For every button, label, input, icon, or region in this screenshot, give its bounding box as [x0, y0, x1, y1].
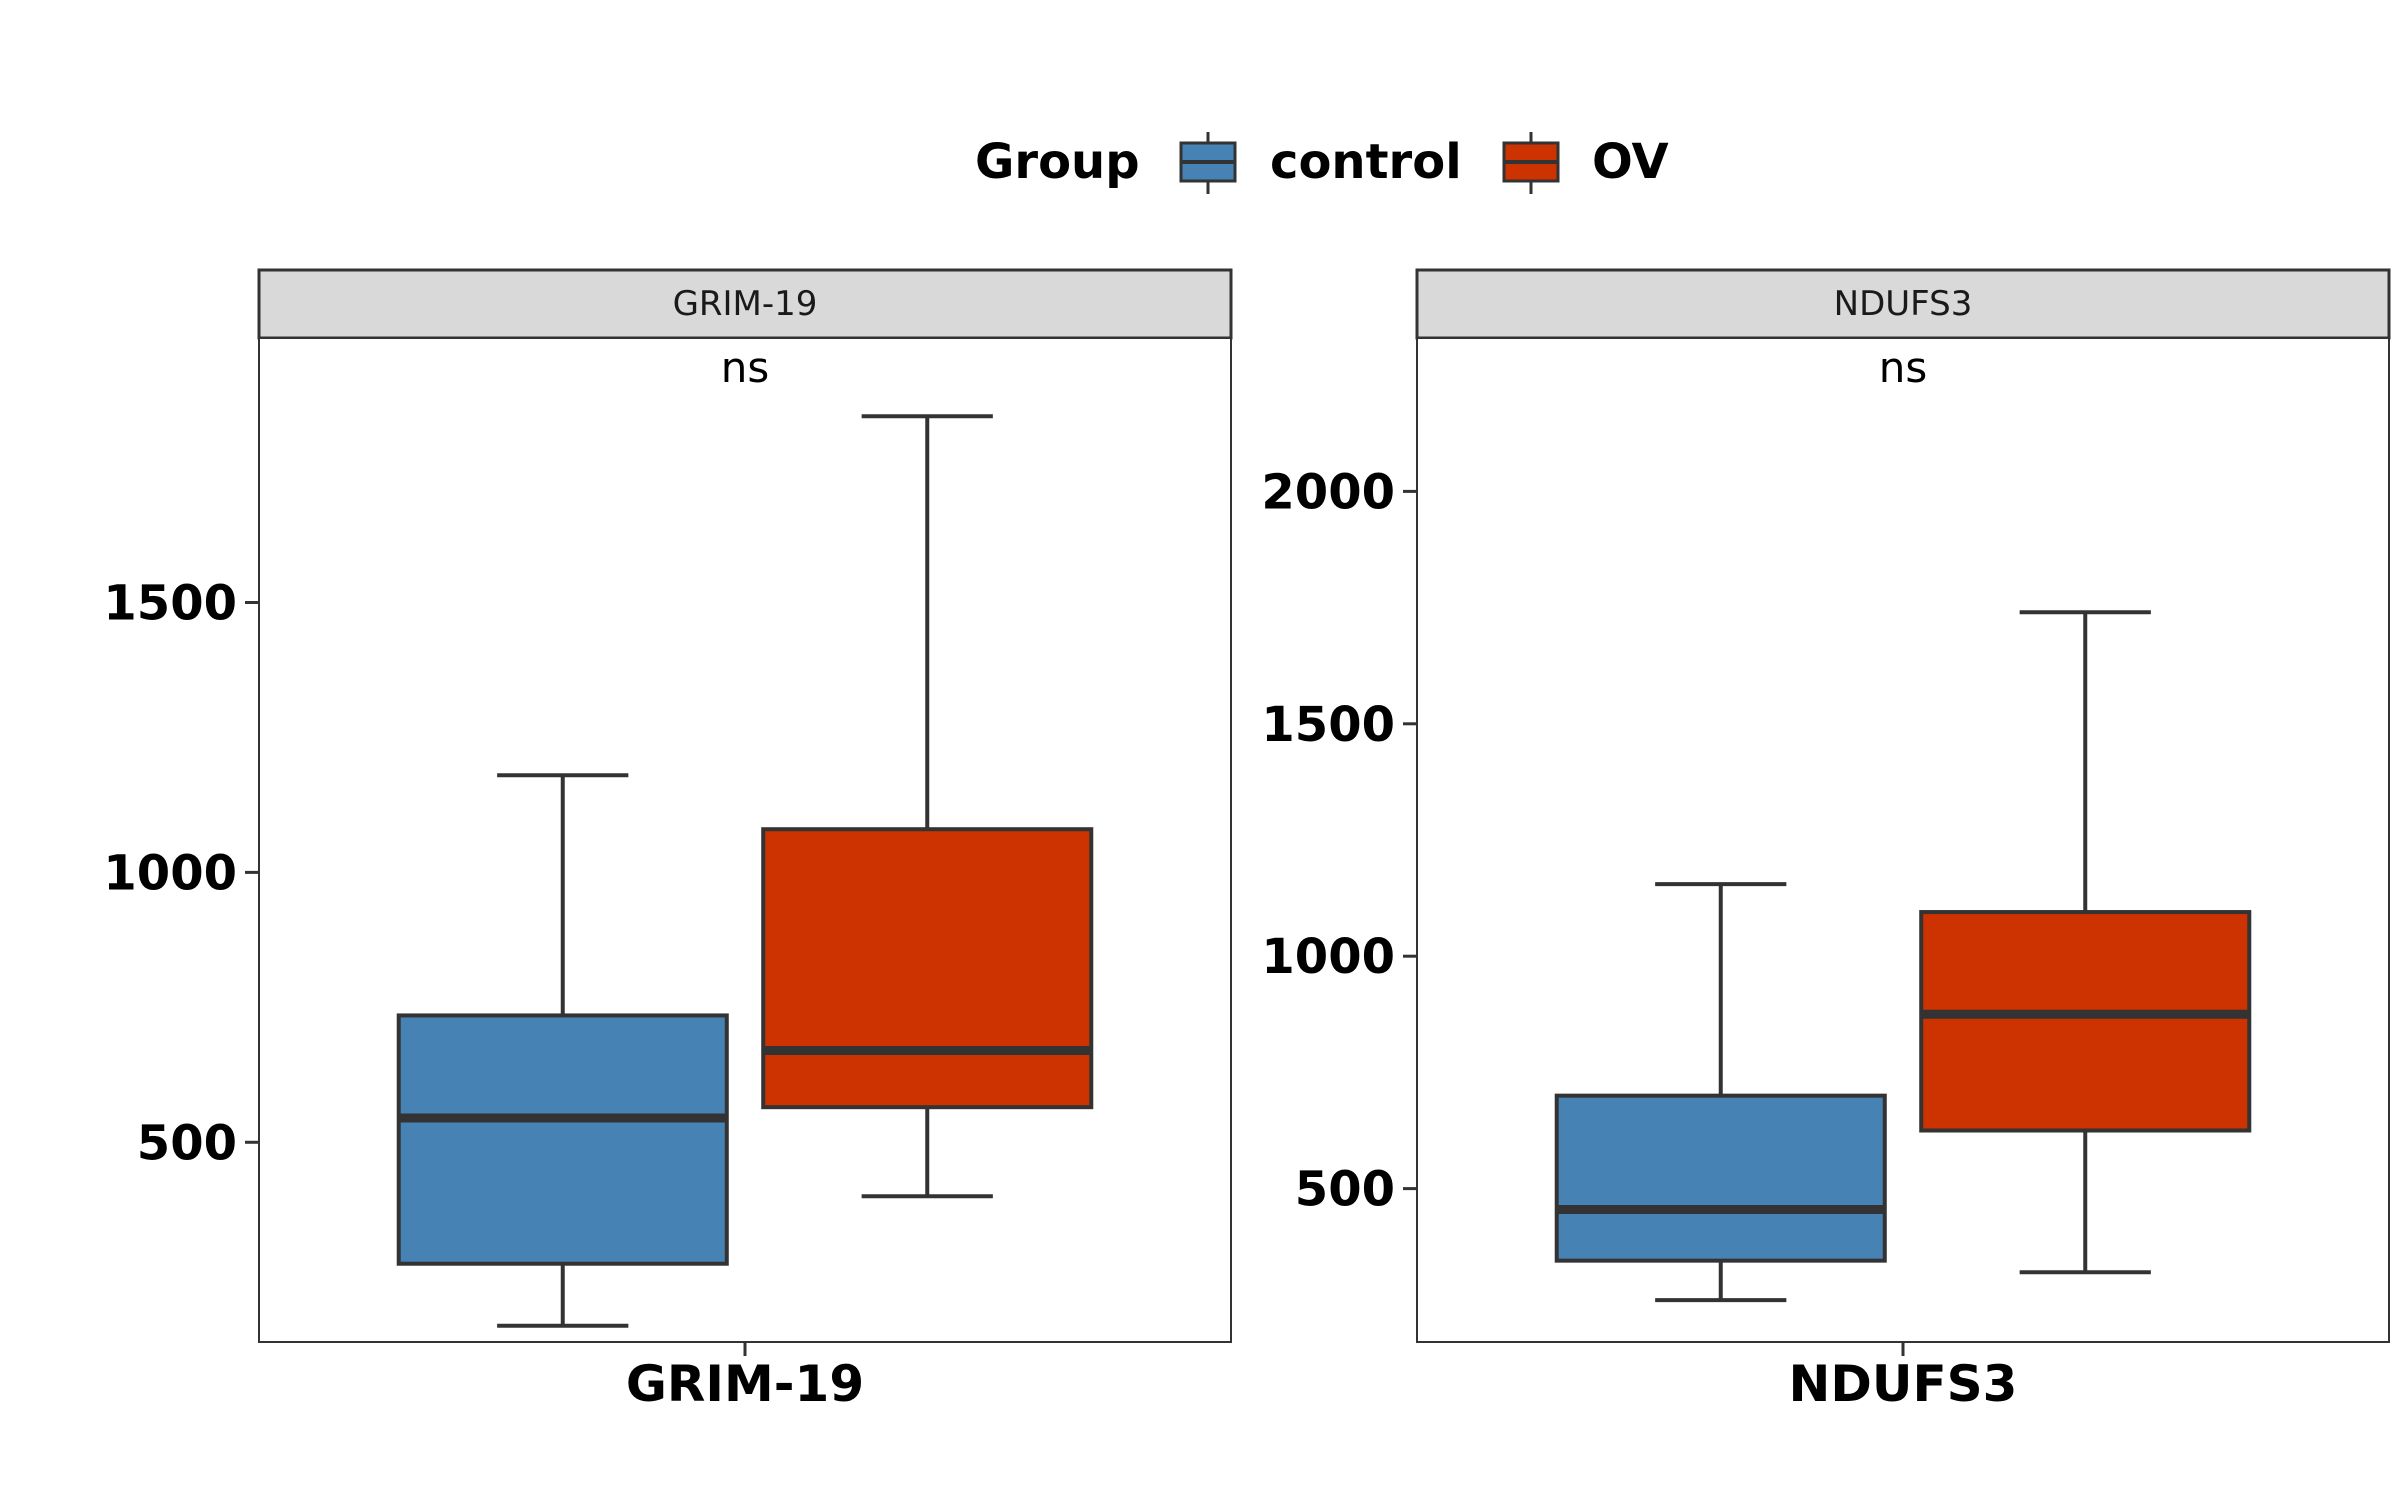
- legend-label-ov: OV: [1592, 134, 1669, 190]
- y-axis-tick-label: 2000: [1261, 464, 1395, 520]
- significance-annotation: ns: [721, 343, 770, 392]
- facet-panel-ndufs3: NDUFS3 ns 500 1000 1500 2000 NDUFS3: [1261, 268, 2391, 1413]
- box-ov: [1919, 610, 2252, 1275]
- y-axis-tick-label: 500: [1295, 1162, 1395, 1218]
- boxes: [1554, 610, 2252, 1303]
- y-axis-tick-label: 1500: [103, 575, 237, 631]
- y-axis-tick-label: 1000: [1261, 929, 1395, 985]
- facet-strip: [1415, 268, 2391, 340]
- box-control: [1554, 882, 1887, 1303]
- y-axis-tick-label: 500: [137, 1115, 237, 1171]
- facet-strip-label: GRIM-19: [673, 284, 818, 324]
- legend-key-ov: [1502, 132, 1560, 194]
- x-axis-tick-label: GRIM-19: [626, 1355, 864, 1413]
- facet-strip-label: NDUFS3: [1834, 284, 1973, 324]
- significance-annotation: ns: [1879, 343, 1928, 392]
- y-axis: 500 1000 1500: [103, 575, 259, 1171]
- box-control: [396, 773, 729, 1328]
- boxes: [396, 414, 1094, 1328]
- y-axis-tick-label: 1500: [1261, 697, 1395, 753]
- box-iqr: [396, 1013, 729, 1266]
- facet-panel-grim19: GRIM-19 ns 500 1000 1500 GRIM-19: [103, 268, 1233, 1413]
- facet-strip: [257, 268, 1233, 340]
- legend-key-control: [1179, 132, 1237, 194]
- x-axis-tick-label: NDUFS3: [1789, 1355, 2018, 1413]
- legend-title: Group: [975, 134, 1140, 190]
- y-axis: 500 1000 1500 2000: [1261, 464, 1417, 1218]
- y-axis-tick-label: 1000: [103, 845, 237, 901]
- box-iqr: [761, 827, 1094, 1110]
- legend: Group control OV: [975, 132, 1669, 194]
- legend-label-control: control: [1270, 134, 1462, 190]
- box-ov: [761, 414, 1094, 1199]
- box-iqr: [1554, 1093, 1887, 1263]
- box-iqr: [1919, 910, 2252, 1133]
